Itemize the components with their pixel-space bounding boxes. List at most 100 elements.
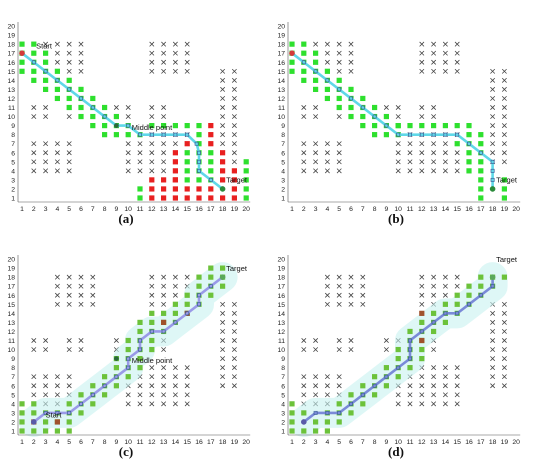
path-node xyxy=(194,141,199,146)
obstacle-mark xyxy=(431,59,437,65)
path-line xyxy=(291,52,494,189)
x-tick-label: 18 xyxy=(219,206,227,213)
x-tick-label: 13 xyxy=(160,206,168,213)
visited-cell xyxy=(102,123,108,129)
visited-cell xyxy=(31,77,37,83)
visited-cell xyxy=(478,177,484,183)
obstacle-mark xyxy=(125,141,131,147)
obstacle-mark xyxy=(301,150,307,156)
visited-cell xyxy=(161,123,167,129)
visited-cell xyxy=(313,50,319,56)
visited-cell xyxy=(348,104,354,111)
x-tick-label: 5 xyxy=(337,439,341,446)
x-tick-label: 5 xyxy=(67,206,71,213)
obstacle-mark xyxy=(43,159,49,165)
obstacle-mark xyxy=(454,283,460,289)
visited-cell xyxy=(454,123,460,129)
blocked-cell xyxy=(220,150,226,156)
obstacle-mark xyxy=(454,401,460,407)
path-node xyxy=(408,338,412,343)
visited-cell xyxy=(313,428,319,434)
target-marker xyxy=(219,186,226,192)
obstacle-mark xyxy=(31,114,37,120)
visited-cell xyxy=(372,374,378,380)
visited-cell xyxy=(196,141,202,147)
visited-cell xyxy=(466,283,472,289)
visited-cell xyxy=(78,104,84,111)
visited-cell xyxy=(19,419,25,425)
visited-cell xyxy=(43,77,49,83)
obstacle-mark xyxy=(149,374,155,380)
x-tick-label: 19 xyxy=(231,206,239,213)
obstacle-mark xyxy=(161,365,167,371)
path-node xyxy=(149,329,154,334)
obstacle-mark xyxy=(184,374,190,380)
visited-cell xyxy=(113,383,119,389)
obstacle-mark xyxy=(78,283,84,289)
visited-cell xyxy=(102,374,108,380)
obstacle-mark xyxy=(161,150,167,156)
visited-cell xyxy=(313,86,319,92)
path-node xyxy=(138,132,142,137)
blocked-cell xyxy=(149,195,155,201)
x-tick-label: 4 xyxy=(326,206,330,213)
x-tick-label: 5 xyxy=(67,439,71,446)
visited-cell xyxy=(149,123,155,129)
obstacle-mark xyxy=(336,41,342,47)
obstacle-mark xyxy=(336,374,342,380)
path-node xyxy=(55,410,60,415)
obstacle-mark xyxy=(348,301,354,307)
obstacle-mark xyxy=(137,392,143,398)
obstacle-mark xyxy=(43,168,49,174)
path-node xyxy=(431,320,436,325)
path-node xyxy=(490,177,495,182)
obstacle-mark xyxy=(407,159,413,165)
path-node xyxy=(138,338,142,343)
y-tick-label: 4 xyxy=(11,401,15,408)
obstacle-mark xyxy=(407,168,413,174)
obstacle-mark xyxy=(66,41,72,47)
x-tick-label: 11 xyxy=(406,439,413,446)
y-tick-label: 19 xyxy=(7,266,15,273)
obstacle-mark xyxy=(125,105,131,110)
blocked-cell xyxy=(149,177,155,183)
visited-cell xyxy=(54,68,60,74)
visited-cell xyxy=(208,265,214,271)
obstacle-mark xyxy=(324,59,330,65)
y-tick-label: 19 xyxy=(7,33,15,40)
path-line xyxy=(33,276,224,423)
visited-cell xyxy=(466,159,472,165)
y-tick-label: 13 xyxy=(277,87,285,94)
obstacle-mark xyxy=(66,50,72,56)
obstacle-mark xyxy=(184,50,190,56)
y-tick-label: 15 xyxy=(7,69,15,76)
obstacle-mark xyxy=(419,105,425,110)
x-tick-label: 7 xyxy=(361,206,365,213)
obstacle-mark xyxy=(501,132,507,138)
y-tick-label: 12 xyxy=(7,96,15,103)
visited-cell xyxy=(360,95,366,102)
visited-cell xyxy=(54,428,60,434)
visited-cell xyxy=(478,159,484,165)
visited-cell xyxy=(113,365,119,371)
obstacle-mark xyxy=(161,274,167,280)
x-tick-label: 4 xyxy=(326,439,330,446)
obstacle-mark xyxy=(231,383,237,389)
obstacle-mark xyxy=(161,347,167,353)
x-tick-label: 15 xyxy=(183,439,191,446)
target-marker xyxy=(219,274,226,280)
obstacle-mark xyxy=(66,168,72,174)
path-node xyxy=(138,347,142,352)
visited-cell xyxy=(66,104,72,111)
obstacle-mark xyxy=(78,338,84,343)
visited-cell xyxy=(31,41,37,47)
obstacle-mark xyxy=(220,114,226,120)
x-tick-label: 2 xyxy=(32,206,36,213)
obstacle-mark xyxy=(431,274,437,280)
obstacle-mark xyxy=(419,274,425,280)
obstacle-mark xyxy=(161,105,167,110)
obstacle-mark xyxy=(324,292,330,298)
obstacle-mark xyxy=(54,283,60,289)
obstacle-mark xyxy=(419,41,425,47)
obstacle-mark xyxy=(501,123,507,129)
